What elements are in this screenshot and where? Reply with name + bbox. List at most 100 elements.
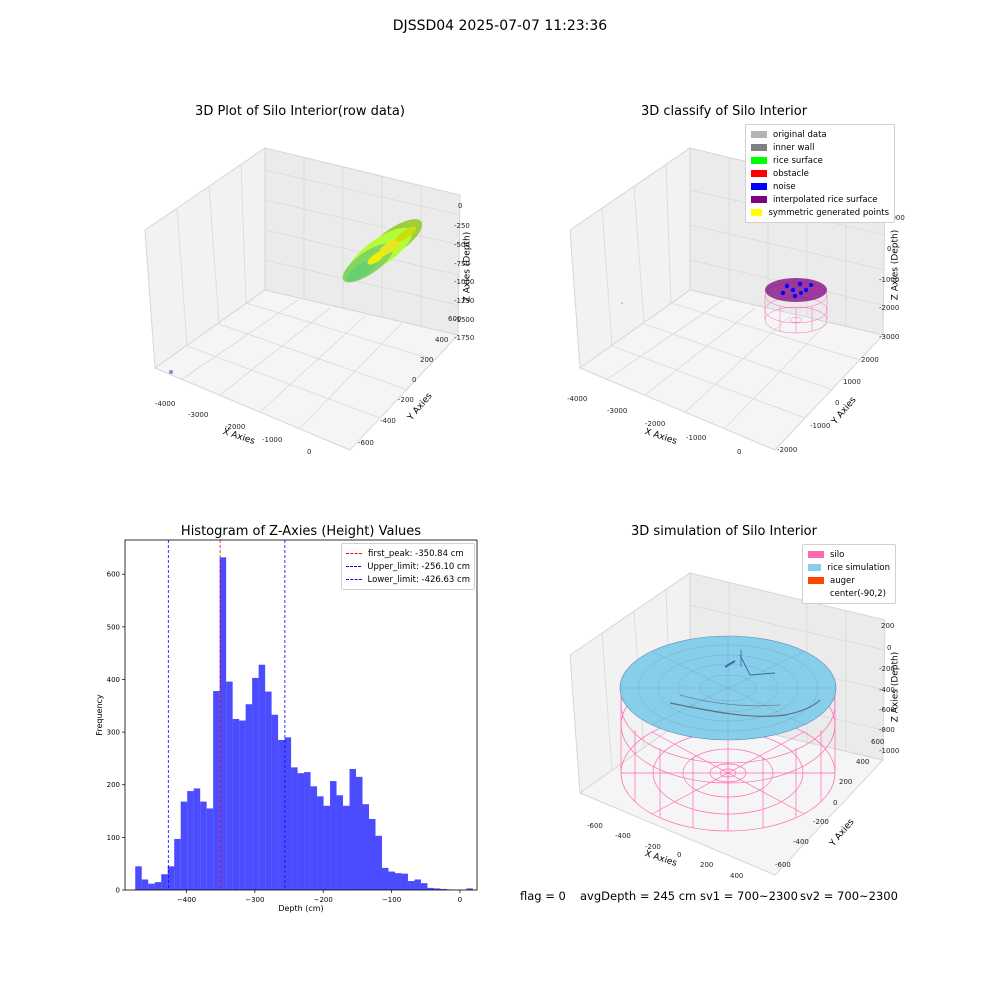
p2-ytick: 0 [835,399,839,407]
p2-xtick: -3000 [607,407,627,415]
legend-swatch [751,157,767,164]
p2-legend-entry: obstacle [751,167,889,180]
p1-zlabel: Z Axies (Depth) [462,231,473,303]
histogram-bar [180,801,188,890]
histogram-ytick-label: 500 [107,623,120,631]
legend-swatch [751,209,763,216]
histogram-bar [284,737,292,890]
legend-label: Lower_limit: -426.63 cm [367,574,470,585]
histogram-bar [271,714,279,890]
panel1-title: 3D Plot of Silo Interior(row data) [195,104,405,119]
p1-ztick: -1750 [454,334,474,342]
histogram-title: Histogram of Z-Axies (Height) Values [180,524,422,539]
panel1-3d-axes: -4000 -3000 -2000 -1000 0 -600 -400 -200… [144,147,474,456]
histogram-bar [349,768,357,890]
p4-legend-entry: auger [808,574,890,587]
footer-sv1: sv1 = 700~2300 [700,889,798,903]
histogram-bar [265,691,272,890]
p1-ztick: -750 [454,260,470,268]
histogram-bar [239,720,246,890]
footer-flag: flag = 0 [520,889,566,903]
p4-ytick: -600 [775,861,791,869]
histogram-bar [407,881,415,890]
p4-ztick: 200 [881,622,894,630]
p4-ztick: -1000 [879,747,899,755]
histogram-legend: first_peak: -350.84 cm Upper_limit: -256… [341,543,475,590]
histogram-bar [291,767,298,890]
legend-label: obstacle [773,168,809,179]
p2-ztick: -3000 [879,333,899,341]
p4-legend-entry: silo [808,548,890,561]
histogram-ytick-label: 400 [107,676,120,684]
p4-xtick: 200 [700,861,713,869]
p2-legend-entry: symmetric generated points [751,206,889,219]
p4-ztick: -800 [879,726,895,734]
legend-swatch [751,183,767,190]
histogram-bar [297,773,305,890]
p1-ytick: -600 [358,439,374,447]
histogram-chart: −400 −300 −200 −100 0 0 100 200 300 400 500 600 De… [95,539,478,913]
histogram-bar [200,801,207,890]
histogram-bar [381,867,389,890]
p1-ytick: 0 [412,376,416,384]
histogram-bar [258,664,266,890]
legend-label: rice surface [773,155,823,166]
p2-ztick: 1000 [887,214,905,222]
histogram-ytick-label: 100 [107,834,120,842]
p4-ztick: -400 [879,686,895,694]
p2-legend-entry: original data [751,128,889,141]
legend-label: interpolated rice surface [773,194,878,205]
histogram-ytick-label: 200 [107,781,120,789]
histogram-bar [401,873,408,890]
figure-title: DJSSD04 2025-07-07 11:23:36 [392,18,608,34]
histogram-xtick-label: −100 [382,896,401,904]
histogram-bar [317,796,324,890]
p2-legend-entry: noise [751,180,889,193]
p1-ytick: 200 [420,356,433,364]
legend-swatch [808,564,822,571]
histogram-ytick-label: 0 [116,887,120,895]
p1-xtick: -2000 [225,423,245,431]
p2-ytick: -1000 [810,422,830,430]
p1-ztick: 0 [458,202,462,210]
p1-ytick: 400 [435,336,448,344]
histogram-bar [187,791,194,890]
histogram-bar [427,887,434,890]
p4-xtick: 400 [730,872,743,880]
legend-swatch [751,196,767,203]
legend-label: original data [773,129,827,140]
histogram-bar [323,805,331,890]
panel2-title: 3D classify of Silo Interior [640,104,808,119]
p1-ztick: -1250 [454,297,474,305]
p1-ytick: -200 [398,396,414,404]
histogram-bar [414,879,421,890]
legend-label: auger [830,575,855,586]
p2-xtick: 0 [737,448,741,456]
histogram-bar [193,788,201,890]
p2-legend-entry: interpolated rice surface [751,193,889,206]
hist-legend-entry: Lower_limit: -426.63 cm [346,573,470,586]
p4-legend-entry: center(-90,2) [808,587,890,600]
p2-xtick: -4000 [567,395,587,403]
histogram-bar [336,795,344,890]
hist-legend-entry: Upper_limit: -256.10 cm [346,560,470,573]
p2-ztick: -1000 [879,276,899,284]
p1-ztick: -500 [454,241,470,249]
histogram-bar [304,772,311,890]
histogram-bar [161,874,168,890]
panel4-title: 3D simulation of Silo Interior [631,524,817,539]
footer-avg-depth: avgDepth = 245 cm [580,889,697,903]
p4-ytick: 400 [856,758,869,766]
legend-swatch [808,551,824,558]
p4-ytick: 200 [839,778,852,786]
histogram-bar [466,888,473,890]
p4-ztick: -600 [879,706,895,714]
p2-xtick: -2000 [645,420,665,428]
histogram-bar [219,557,227,890]
p1-ytick: 600 [448,315,461,323]
legend-swatch [751,170,767,177]
histogram-bar [232,718,240,890]
legend-label: first_peak: -350.84 cm [368,548,464,559]
p1-ztick: -1000 [454,278,474,286]
histogram-bar [213,691,220,890]
